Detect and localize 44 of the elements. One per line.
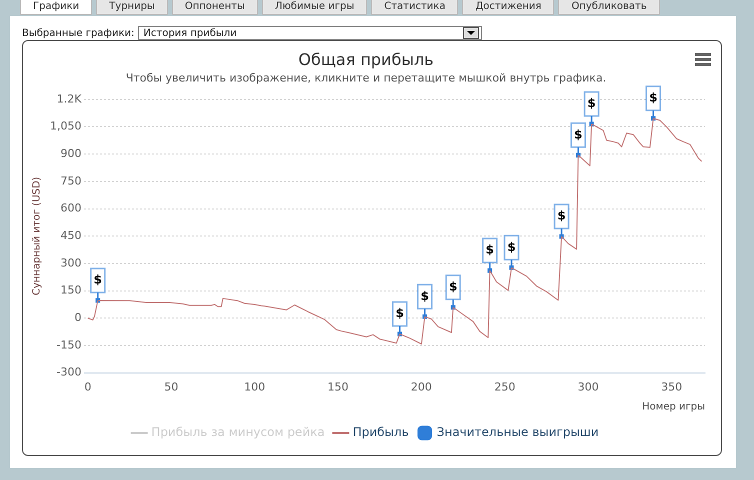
y-tick-label: 0 [74, 310, 82, 324]
x-tick-label: 250 [494, 380, 516, 394]
text: Графики [20, 0, 92, 15]
data-label: $ [94, 272, 102, 287]
text: Любимые игры [262, 0, 368, 15]
text: Выбранные графики: [22, 28, 134, 38]
x-tick-label: 0 [84, 380, 92, 394]
y-tick-label: -150 [56, 338, 82, 352]
y-tick-label: 150 [60, 284, 82, 297]
y-axis-title: Суннарный итог (USD) [32, 176, 43, 296]
legend-label: Прибыль [352, 425, 409, 440]
data-label: $ [587, 96, 596, 110]
x-tick-label: 350 [661, 380, 682, 394]
legend-label: Значительные выигрыши [436, 425, 599, 440]
data-label: $ [486, 242, 494, 257]
text: Опубликовать [558, 0, 660, 15]
text: История прибыли [143, 28, 237, 38]
data-label: $ [420, 288, 429, 303]
x-axis-title: Номер игры [642, 402, 706, 413]
data-label: $ [649, 90, 658, 104]
y-tick-label: 900 [60, 146, 82, 160]
text: Статистика [371, 0, 458, 15]
data-label: $ [448, 279, 458, 294]
data-label: $ [557, 208, 566, 223]
x-tick-label: 100 [244, 380, 266, 394]
y-tick-label: 1,050 [50, 120, 82, 133]
x-tick-label: 150 [328, 380, 349, 394]
chart-title: Общая прибыль [298, 50, 434, 69]
y-tick-label: 450 [60, 228, 82, 242]
x-tick-label: 50 [164, 380, 178, 394]
data-label: $ [396, 306, 404, 320]
data-label: $ [574, 127, 582, 142]
x-tick-label: 200 [410, 380, 432, 394]
text: Турниры [96, 0, 168, 15]
y-tick-label: 600 [60, 202, 82, 215]
y-tick-label: 1.2K [56, 92, 82, 106]
text: Оппоненты [172, 0, 258, 15]
data-label: $ [507, 240, 516, 254]
y-tick-label: -300 [56, 366, 82, 379]
y-tick-label: 300 [60, 256, 82, 270]
chart-subtitle: Чтобы увеличить изображение, кликните и перетащите мышкой внутрь графика. [126, 72, 606, 85]
x-tick-label: 300 [578, 380, 599, 394]
y-tick-label: 750 [60, 174, 82, 188]
text: Достижения [462, 0, 554, 15]
